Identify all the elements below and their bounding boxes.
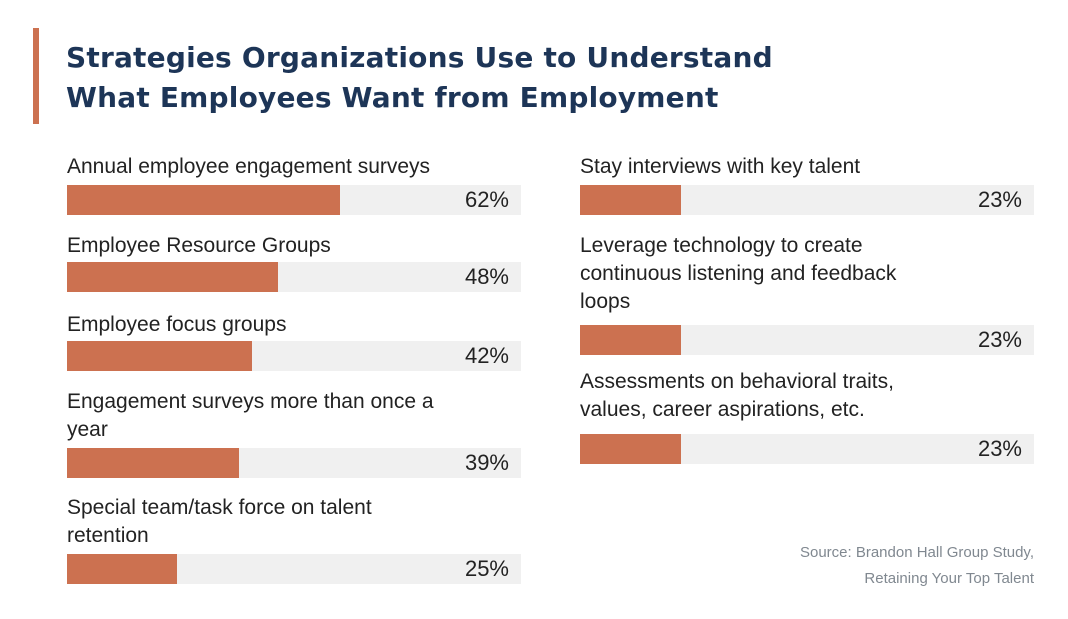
- title-line-2: What Employees Want from Employment: [66, 81, 719, 114]
- source-line-1: Source: Brandon Hall Group Study,: [799, 544, 1034, 561]
- data-label: 23%: [977, 187, 1022, 212]
- bar-track: 42%: [67, 341, 521, 371]
- data-label: 42%: [464, 343, 509, 368]
- bar-track: 23%: [580, 185, 1034, 215]
- bar: [67, 262, 279, 292]
- category-label: Annual employee engagement surveys: [67, 155, 431, 178]
- bar: [67, 554, 177, 584]
- bar-item: Stay interviews with key talent 23%: [580, 153, 1034, 215]
- bar: [580, 434, 682, 464]
- source-note: Source: Brandon Hall Group Study, Retain…: [800, 540, 1034, 592]
- data-label: 23%: [977, 327, 1022, 352]
- bar-track: 39%: [67, 448, 521, 478]
- bar-item: Special team/task force on talent retent…: [67, 494, 521, 584]
- category-label: Assessments on behavioral traits, values…: [580, 370, 894, 421]
- data-label: 23%: [977, 436, 1022, 461]
- data-label: 25%: [464, 556, 509, 581]
- bar-track: 48%: [67, 262, 521, 292]
- bar-item: Annual employee engagement surveys 62%: [67, 153, 521, 215]
- bar-track: 25%: [67, 554, 521, 584]
- data-label: 48%: [464, 264, 509, 289]
- bar: [580, 185, 682, 215]
- bar: [580, 325, 682, 355]
- data-label: 62%: [464, 187, 509, 212]
- data-label: 39%: [464, 450, 509, 475]
- bar-track: 23%: [580, 325, 1034, 355]
- bar: [67, 448, 239, 478]
- title-line-1: Strategies Organizations Use to Understa…: [66, 41, 773, 74]
- category-label: Special team/task force on talent retent…: [67, 496, 372, 547]
- bar-item: Engagement surveys more than once a year…: [67, 388, 521, 478]
- title-accent-bar: [33, 28, 39, 124]
- bar-item: Leverage technology to create continuous…: [580, 232, 1034, 355]
- category-label: Stay interviews with key talent: [580, 155, 861, 178]
- bar-item: Assessments on behavioral traits, values…: [580, 368, 1034, 464]
- category-label: Employee focus groups: [67, 313, 287, 336]
- source-line-2: Retaining Your Top Talent: [864, 570, 1034, 587]
- chart-title: Strategies Organizations Use to Understa…: [66, 38, 773, 118]
- category-label: Engagement surveys more than once a year: [67, 390, 434, 441]
- bar-item: Employee Resource Groups 48%: [67, 232, 521, 292]
- bar-track: 62%: [67, 185, 521, 215]
- category-label: Employee Resource Groups: [67, 234, 331, 257]
- category-label: Leverage technology to create continuous…: [580, 234, 897, 313]
- bar: [67, 341, 252, 371]
- bar-item: Employee focus groups 42%: [67, 311, 521, 371]
- bar-track: 23%: [580, 434, 1034, 464]
- bar: [67, 185, 340, 215]
